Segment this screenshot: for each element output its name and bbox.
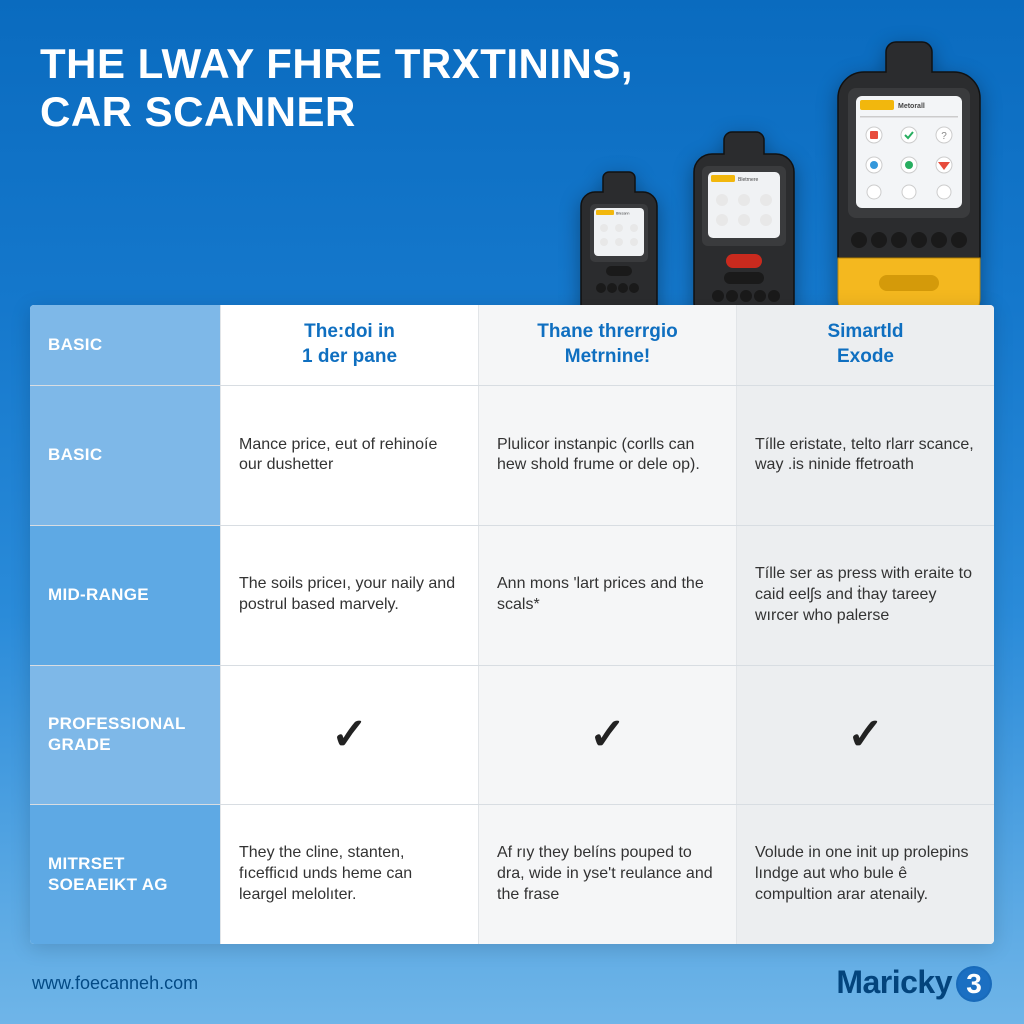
svg-text:Bletrnere: Bletrnere (738, 177, 759, 183)
footer: www.foecanneh.com Maricky 3 (32, 964, 992, 1002)
svg-text:?: ? (941, 131, 947, 142)
cell-basic-3: Tílle eristate, telto rlarr scance, way … (736, 386, 994, 525)
cell-mit-1: They the cline, stanten, fıcefficıd unds… (220, 805, 478, 944)
check-icon: ✓ (736, 666, 994, 805)
table-row: BASIC Mance price, eut of rehinoíe our d… (30, 385, 994, 525)
column-header-3: SimartldExode (736, 305, 994, 385)
check-icon: ✓ (220, 666, 478, 805)
column-header-2: Thane threrrgioMetrnine! (478, 305, 736, 385)
table-row: MITRSET SOEAEIKT AG They the cline, stan… (30, 804, 994, 944)
svg-text:Bilesann: Bilesann (616, 212, 629, 216)
column-header-1: The:doi in1 der pane (220, 305, 478, 385)
device-illustrations: Bilesann Bletrnere (574, 40, 994, 340)
row-label-midrange: MID-RANGE (30, 526, 220, 665)
cell-mid-2: Ann mons 'lart prices and the scals* (478, 526, 736, 665)
cell-mid-1: The soils priceı, your naily and postrul… (220, 526, 478, 665)
header-side-label: BASIC (30, 305, 220, 385)
table-row: PROFESSIONAL GRADE ✓ ✓ ✓ (30, 665, 994, 805)
brand-number-badge: 3 (956, 966, 992, 1002)
cell-mid-3: Tílle ser as press with eraite to caid e… (736, 526, 994, 665)
svg-text:Metorall: Metorall (898, 103, 925, 110)
row-label-basic: BASIC (30, 386, 220, 525)
table-header-row: BASIC The:doi in1 der pane Thane threrrg… (30, 305, 994, 385)
footer-url: www.foecanneh.com (32, 973, 198, 994)
cell-basic-1: Mance price, eut of rehinoíe our dushett… (220, 386, 478, 525)
cell-mit-3: Volude in one init up prolepins lındge a… (736, 805, 994, 944)
row-label-mitrset: MITRSET SOEAEIKT AG (30, 805, 220, 944)
table-row: MID-RANGE The soils priceı, your naily a… (30, 525, 994, 665)
cell-mit-2: Af rıy they belíns pouped to dra, wide i… (478, 805, 736, 944)
row-label-professional: PROFESSIONAL GRADE (30, 666, 220, 805)
scanner-large-icon: Metorall ? (824, 40, 994, 340)
cell-basic-2: Plulicor instanpic (corlls can hew shold… (478, 386, 736, 525)
comparison-table: BASIC The:doi in1 der pane Thane threrrg… (30, 305, 994, 944)
brand-name: Maricky (836, 964, 952, 1001)
check-icon: ✓ (478, 666, 736, 805)
brand-logo: Maricky 3 (836, 964, 992, 1002)
